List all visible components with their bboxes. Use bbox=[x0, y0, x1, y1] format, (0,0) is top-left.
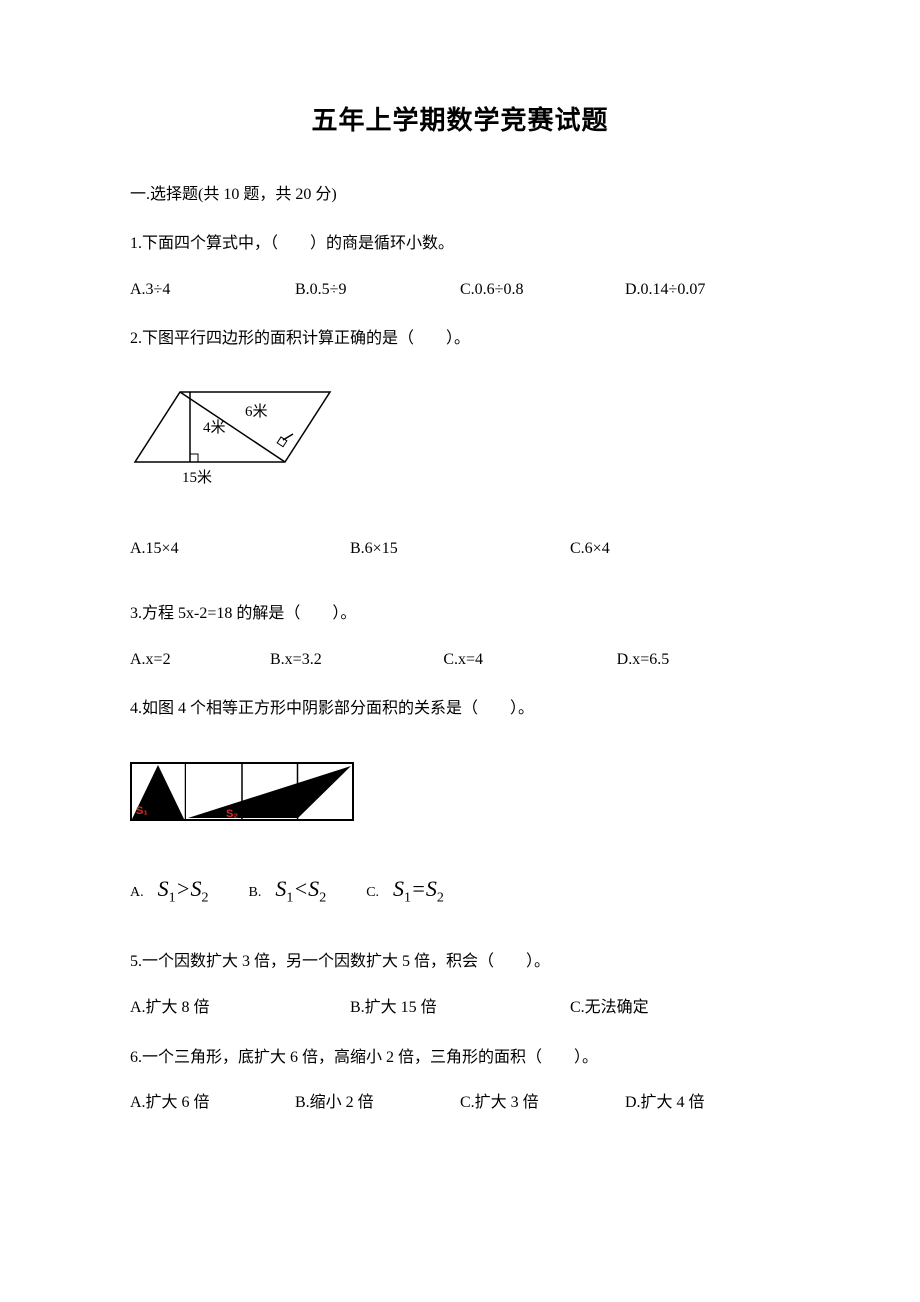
question-6: 6.一个三角形，底扩大 6 倍，高缩小 2 倍，三角形的面积（ ）。 A.扩大 … bbox=[130, 1045, 790, 1116]
q1-option-c: C.0.6÷0.8 bbox=[460, 277, 625, 303]
q6-option-a: A.扩大 6 倍 bbox=[130, 1090, 295, 1116]
q6-option-d: D.扩大 4 倍 bbox=[625, 1090, 790, 1116]
q6-option-c: C.扩大 3 倍 bbox=[460, 1090, 625, 1116]
question-1-options: A.3÷4 B.0.5÷9 C.0.6÷0.8 D.0.14÷0.07 bbox=[130, 277, 790, 303]
q4-option-c: C. S1=S2 bbox=[366, 871, 444, 910]
q4-s1-label: S₁ bbox=[136, 805, 148, 817]
question-4-options: A. S1>S2 B. S1<S2 C. S1=S2 bbox=[130, 871, 790, 910]
q2-top-label: 6米 bbox=[245, 403, 268, 420]
q4-s2-label: S₂ bbox=[226, 808, 238, 820]
question-4: 4.如图 4 个相等正方形中阴影部分面积的关系是（ ）。 S₁ bbox=[130, 696, 790, 909]
q3-option-a: A.x=2 bbox=[130, 647, 270, 673]
q3-option-b: B.x=3.2 bbox=[270, 647, 443, 673]
question-5-text: 5.一个因数扩大 3 倍，另一个因数扩大 5 倍，积会（ ）。 bbox=[130, 949, 790, 975]
question-1-text: 1.下面四个算式中，（ ）的商是循环小数。 bbox=[130, 231, 790, 257]
page-title: 五年上学期数学竞赛试题 bbox=[130, 100, 790, 142]
q3-option-d: D.x=6.5 bbox=[617, 647, 790, 673]
question-2-text: 2.下图平行四边形的面积计算正确的是（ ）。 bbox=[130, 326, 790, 352]
q4-formula-a: S1>S2 bbox=[158, 871, 209, 910]
question-3: 3.方程 5x-2=18 的解是（ ）。 A.x=2 B.x=3.2 C.x=4… bbox=[130, 601, 790, 672]
question-5: 5.一个因数扩大 3 倍，另一个因数扩大 5 倍，积会（ ）。 A.扩大 8 倍… bbox=[130, 949, 790, 1020]
q1-option-b: B.0.5÷9 bbox=[295, 277, 460, 303]
q6-option-b: B.缩小 2 倍 bbox=[295, 1090, 460, 1116]
question-6-text: 6.一个三角形，底扩大 6 倍，高缩小 2 倍，三角形的面积（ ）。 bbox=[130, 1045, 790, 1071]
q4-option-c-label: C. bbox=[366, 882, 379, 904]
q5-option-b: B.扩大 15 倍 bbox=[350, 995, 570, 1021]
q4-formula-b: S1<S2 bbox=[275, 871, 326, 910]
question-4-text: 4.如图 4 个相等正方形中阴影部分面积的关系是（ ）。 bbox=[130, 696, 790, 722]
q2-option-c: C.6×4 bbox=[570, 536, 790, 562]
q5-option-a: A.扩大 8 倍 bbox=[130, 995, 350, 1021]
question-3-text: 3.方程 5x-2=18 的解是（ ）。 bbox=[130, 601, 790, 627]
q4-option-b-label: B. bbox=[248, 882, 261, 904]
q4-option-a-label: A. bbox=[130, 882, 144, 904]
q2-option-a: A.15×4 bbox=[130, 536, 350, 562]
q2-height-label: 4米 bbox=[203, 419, 226, 436]
q2-figure: 4米 6米 15米 bbox=[130, 382, 790, 506]
q4-option-b: B. S1<S2 bbox=[248, 871, 326, 910]
q4-formula-c: S1=S2 bbox=[393, 871, 444, 910]
q5-option-c: C.无法确定 bbox=[570, 995, 790, 1021]
question-3-options: A.x=2 B.x=3.2 C.x=4 D.x=6.5 bbox=[130, 647, 790, 673]
q3-option-c: C.x=4 bbox=[443, 647, 616, 673]
section-1-header: 一.选择题(共 10 题，共 20 分) bbox=[130, 182, 790, 208]
q2-option-b: B.6×15 bbox=[350, 536, 570, 562]
q4-option-a: A. S1>S2 bbox=[130, 871, 208, 910]
question-6-options: A.扩大 6 倍 B.缩小 2 倍 C.扩大 3 倍 D.扩大 4 倍 bbox=[130, 1090, 790, 1116]
question-1: 1.下面四个算式中，（ ）的商是循环小数。 A.3÷4 B.0.5÷9 C.0.… bbox=[130, 231, 790, 302]
question-5-options: A.扩大 8 倍 B.扩大 15 倍 C.无法确定 bbox=[130, 995, 790, 1021]
question-2: 2.下图平行四边形的面积计算正确的是（ ）。 4米 6米 15米 A.15×4 … bbox=[130, 326, 790, 561]
q1-option-a: A.3÷4 bbox=[130, 277, 295, 303]
q1-option-d: D.0.14÷0.07 bbox=[625, 277, 790, 303]
q2-base-label: 15米 bbox=[182, 469, 212, 486]
q4-figure: S₁ S₂ bbox=[130, 762, 790, 831]
question-2-options: A.15×4 B.6×15 C.6×4 bbox=[130, 536, 790, 562]
